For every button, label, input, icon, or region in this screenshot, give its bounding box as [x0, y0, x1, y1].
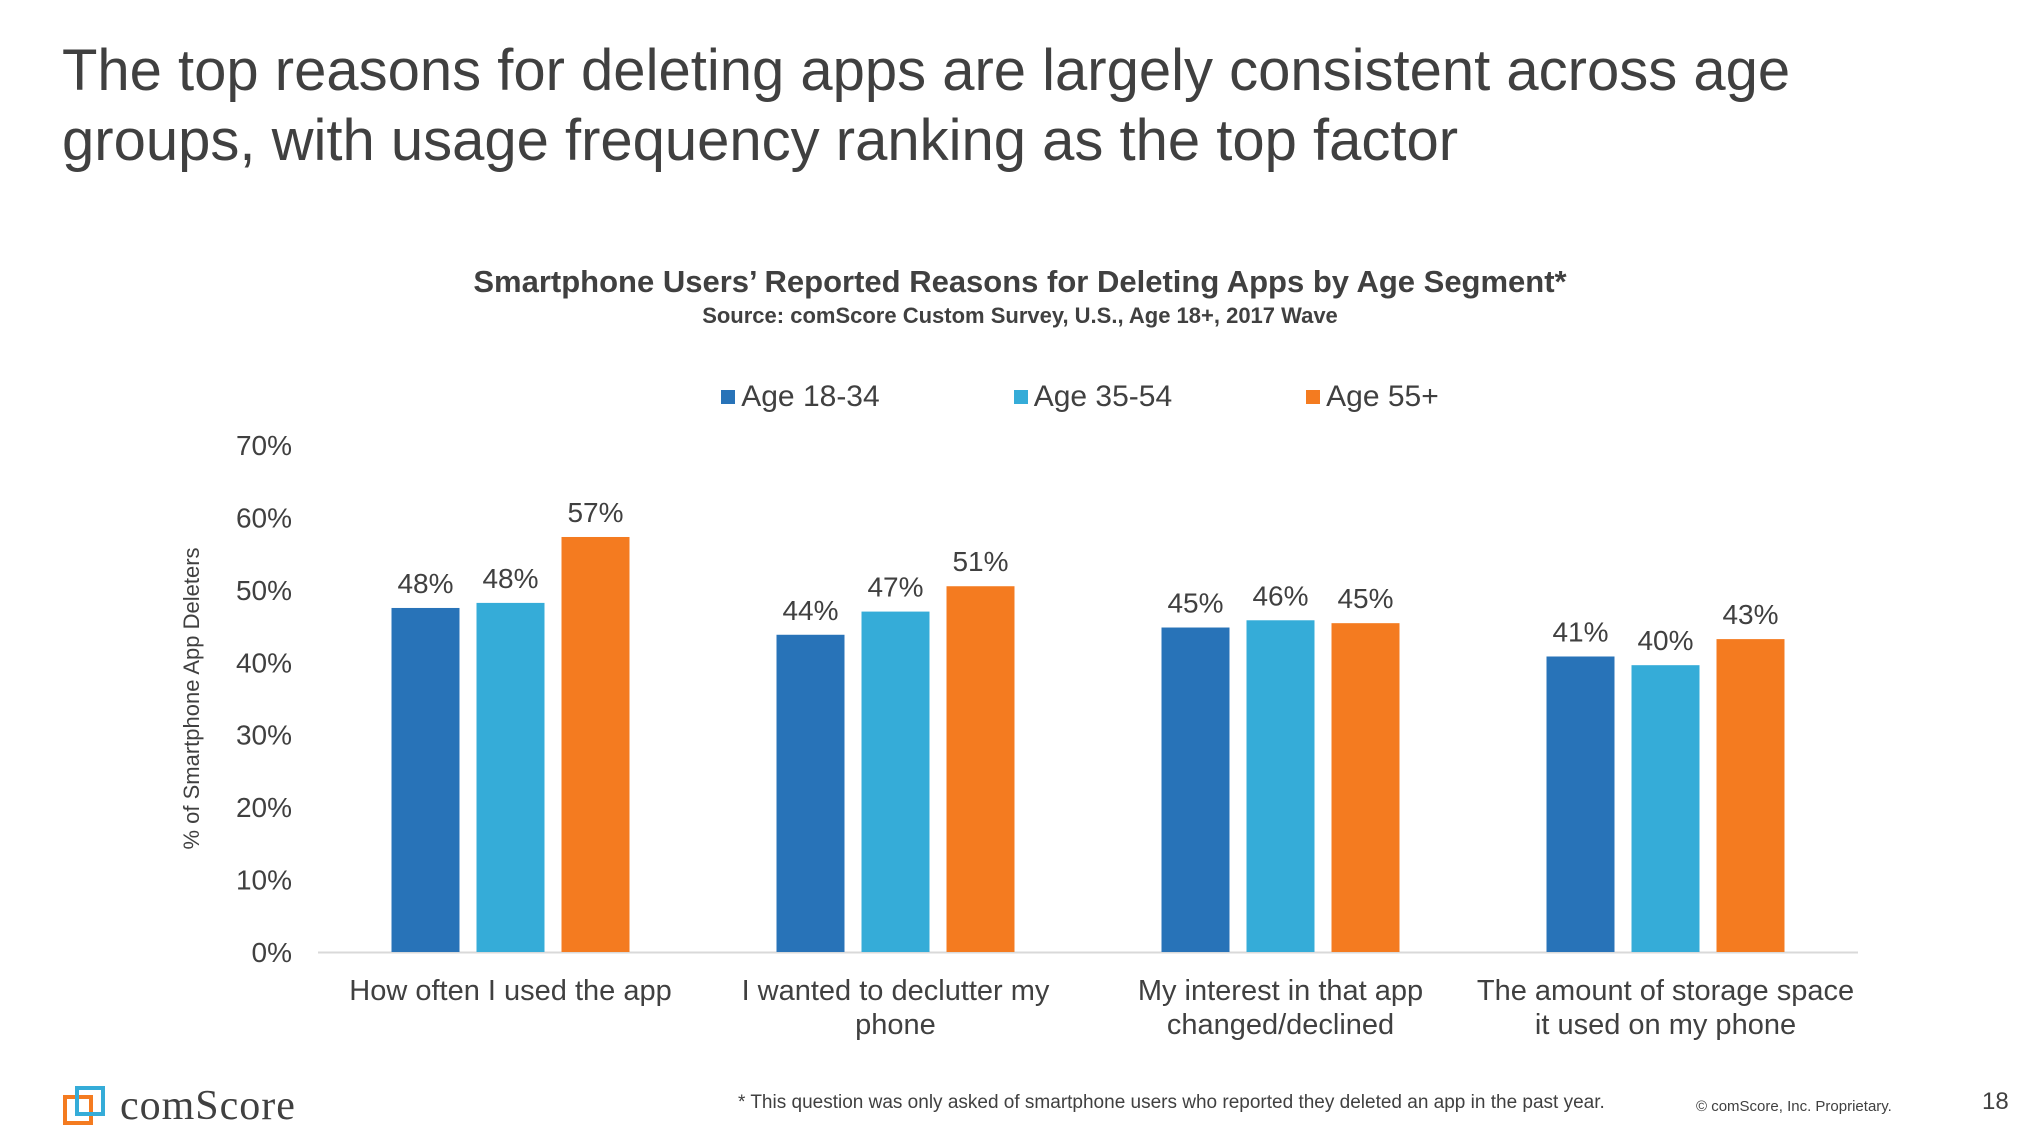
x-category-label: phone: [855, 1009, 936, 1041]
legend-item-age-18-34: Age 18-34: [721, 380, 880, 414]
data-label-age-18-34: 41%: [1552, 616, 1608, 647]
comscore-logo-icon: [63, 1086, 105, 1125]
y-tick-label: 20%: [236, 792, 292, 823]
slide-title: The top reasons for deleting apps are la…: [62, 38, 1791, 173]
chart-title: Smartphone Users’ Reported Reasons for D…: [473, 264, 1567, 299]
bar-age-35-54: [1631, 665, 1700, 952]
footnote: * This question was only asked of smartp…: [738, 1092, 1605, 1113]
data-label-age-35-54: 40%: [1637, 625, 1693, 656]
legend-label-age-18-34: Age 18-34: [741, 380, 880, 413]
x-category-label: My interest in that app: [1138, 975, 1423, 1007]
y-tick-label: 50%: [236, 575, 292, 606]
legend-item-age-55-plus: Age 55+: [1306, 380, 1439, 414]
bar-age-55-plus: [1716, 639, 1785, 952]
bar-age-18-34: [776, 634, 845, 952]
bar-age-35-54: [1246, 620, 1315, 952]
x-category-label: it used on my phone: [1535, 1009, 1796, 1041]
x-category-label: The amount of storage space: [1477, 975, 1854, 1007]
data-label-age-18-34: 44%: [782, 595, 838, 626]
y-tick-label: 60%: [236, 502, 292, 533]
legend-swatch-age-18-34: [721, 390, 736, 404]
bar-age-35-54: [861, 611, 930, 952]
legend-swatch-age-35-54: [1013, 390, 1028, 404]
data-label-age-55-plus: 51%: [952, 546, 1008, 577]
y-tick-label: 30%: [236, 720, 292, 751]
data-label-age-35-54: 46%: [1252, 580, 1308, 611]
data-label-age-35-54: 48%: [482, 563, 538, 594]
y-tick-label: 0%: [252, 937, 292, 968]
x-category-label: changed/declined: [1167, 1009, 1394, 1041]
bar-age-18-34: [1161, 627, 1230, 952]
data-label-age-18-34: 48%: [397, 568, 453, 599]
bar-age-18-34: [391, 607, 460, 952]
data-label-age-55-plus: 45%: [1337, 583, 1393, 614]
bar-age-18-34: [1546, 656, 1615, 952]
legend-item-age-35-54: Age 35-54: [1013, 380, 1173, 414]
bar-age-55-plus: [1331, 623, 1400, 952]
data-label-age-55-plus: 57%: [567, 497, 623, 528]
legend-swatch-age-55-plus: [1306, 390, 1321, 404]
chart-legend: Age 18-34 Age 35-54 Age 55+: [0, 380, 2040, 414]
chart-subtitle: Source: comScore Custom Survey, U.S., Ag…: [702, 303, 1338, 328]
legend-label-age-55-plus: Age 55+: [1326, 380, 1439, 413]
data-label-age-55-plus: 43%: [1722, 599, 1778, 630]
bar-age-55-plus: [946, 586, 1015, 952]
legend-label-age-35-54: Age 35-54: [1033, 380, 1173, 413]
y-tick-label: 40%: [236, 647, 292, 678]
comscore-logo-text: comScore: [120, 1083, 296, 1129]
y-tick-label: 70%: [236, 430, 292, 461]
x-category-label: I wanted to declutter my: [742, 975, 1050, 1007]
copyright: © comScore, Inc. Proprietary.: [1696, 1098, 1892, 1115]
bar-age-55-plus: [561, 536, 630, 952]
x-category-label: How often I used the app: [349, 975, 671, 1007]
data-label-age-18-34: 45%: [1167, 588, 1223, 619]
bar-age-35-54: [476, 602, 545, 952]
data-label-age-35-54: 47%: [867, 572, 923, 603]
y-tick-label: 10%: [236, 865, 292, 896]
page-number: 18: [1982, 1088, 2009, 1115]
comscore-logo: comScore: [62, 1082, 296, 1130]
y-axis-label: % of Smartphone App Deleters: [179, 547, 204, 849]
